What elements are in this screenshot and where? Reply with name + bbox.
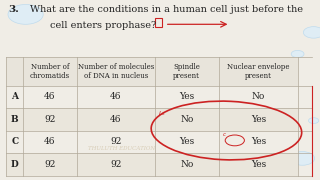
Text: Yes: Yes xyxy=(251,137,266,146)
Circle shape xyxy=(291,50,304,58)
Text: Number of molecules
of DNA in nucleus: Number of molecules of DNA in nucleus xyxy=(77,62,154,80)
Bar xyxy=(6,153,23,176)
Text: No: No xyxy=(180,115,193,124)
Text: cell enters prophase?: cell enters prophase? xyxy=(50,21,156,30)
Bar xyxy=(77,153,155,176)
Circle shape xyxy=(308,118,319,123)
Text: Number of
chromatids: Number of chromatids xyxy=(30,62,70,80)
Bar xyxy=(23,108,77,130)
Bar xyxy=(155,130,219,153)
Bar xyxy=(155,86,219,108)
Bar xyxy=(23,86,77,108)
Bar xyxy=(6,86,23,108)
Text: $c$: $c$ xyxy=(222,131,227,138)
Text: C: C xyxy=(11,137,18,146)
Bar xyxy=(219,86,298,108)
Circle shape xyxy=(223,167,237,175)
Circle shape xyxy=(290,152,315,165)
Text: 92: 92 xyxy=(110,160,121,169)
Bar xyxy=(155,153,219,176)
Text: 92: 92 xyxy=(44,160,56,169)
Text: B: B xyxy=(11,115,19,124)
Bar xyxy=(77,86,155,108)
Text: 46: 46 xyxy=(44,92,56,101)
Bar xyxy=(155,108,219,130)
Bar xyxy=(6,108,23,130)
Bar xyxy=(155,57,219,86)
Text: 92: 92 xyxy=(110,137,121,146)
Bar xyxy=(219,130,298,153)
Text: No: No xyxy=(252,92,265,101)
Bar xyxy=(155,18,162,26)
Bar xyxy=(219,108,298,130)
Circle shape xyxy=(257,162,275,172)
Text: No: No xyxy=(180,160,193,169)
Text: A: A xyxy=(11,92,18,101)
Bar xyxy=(77,130,155,153)
Bar xyxy=(6,130,23,153)
Text: 46: 46 xyxy=(110,92,121,101)
Bar xyxy=(219,57,298,86)
Text: 92: 92 xyxy=(44,115,56,124)
Text: Yes: Yes xyxy=(251,115,266,124)
Text: Yes: Yes xyxy=(251,160,266,169)
Text: What are the conditions in a human cell just before the: What are the conditions in a human cell … xyxy=(30,4,303,14)
Text: D: D xyxy=(11,160,19,169)
Bar xyxy=(6,57,23,86)
Text: 46: 46 xyxy=(44,137,56,146)
Bar xyxy=(77,57,155,86)
Text: Yes: Yes xyxy=(179,92,194,101)
Text: THULUTH EDUCATION: THULUTH EDUCATION xyxy=(88,146,155,151)
Text: 3.: 3. xyxy=(8,4,19,14)
Text: $L_2$: $L_2$ xyxy=(158,109,166,118)
Bar xyxy=(23,130,77,153)
Bar xyxy=(23,57,77,86)
Bar xyxy=(23,153,77,176)
Circle shape xyxy=(8,4,43,24)
Bar xyxy=(77,108,155,130)
Text: Nuclear envelope
present: Nuclear envelope present xyxy=(227,62,290,80)
Text: Spindle
present: Spindle present xyxy=(173,62,200,80)
Text: Yes: Yes xyxy=(179,137,194,146)
Circle shape xyxy=(303,27,320,38)
Text: 46: 46 xyxy=(110,115,121,124)
Bar xyxy=(219,153,298,176)
